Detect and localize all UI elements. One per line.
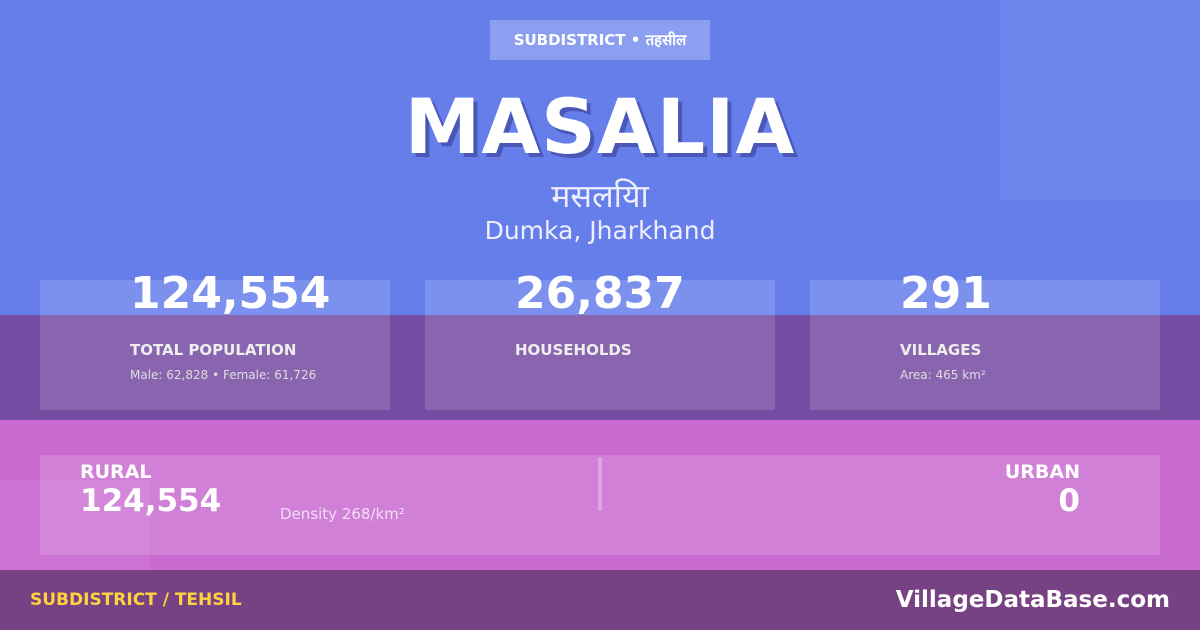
urban-value: 0 [1058, 483, 1080, 519]
decorative-square [1000, 0, 1200, 200]
page-title: MASALIA [404, 82, 796, 171]
footer: SUBDISTRICT / TEHSIL VillageDataBase.com [0, 570, 1200, 630]
stat-card-villages: 291 VILLAGES Area: 465 km² [810, 268, 1160, 410]
stat-card-population: 124,554 TOTAL POPULATION Male: 62,828 • … [40, 268, 390, 410]
stat-value: 124,554 [130, 268, 331, 319]
stat-card-households: 26,837 HOUSEHOLDS [425, 268, 775, 410]
rural-urban-background [0, 420, 1200, 570]
stat-sub: Male: 62,828 • Female: 61,726 [130, 368, 317, 382]
stat-label: VILLAGES [900, 341, 982, 359]
stat-label: TOTAL POPULATION [130, 341, 297, 359]
stat-value: 26,837 [515, 268, 685, 319]
site-name: VillageDataBase.com [895, 587, 1170, 613]
location: Dumka, Jharkhand [484, 216, 716, 245]
title-hindi: मसलयिा [551, 177, 649, 215]
stat-value: 291 [900, 268, 992, 319]
rural-value: 124,554 [80, 483, 222, 519]
divider [598, 457, 602, 511]
rural-label: RURAL [80, 461, 152, 483]
footer-category: SUBDISTRICT / TEHSIL [30, 590, 242, 610]
stat-sub: Area: 465 km² [900, 368, 986, 382]
density: Density 268/km² [280, 505, 405, 523]
stat-label: HOUSEHOLDS [515, 341, 632, 359]
header-background [0, 0, 1200, 315]
urban-label: URBAN [1004, 461, 1080, 483]
type-badge: SUBDISTRICT • तहसील [490, 20, 710, 60]
stats-background [0, 315, 1200, 420]
rural-urban-panel: RURAL 124,554 Density 268/km² URBAN 0 [40, 455, 1160, 555]
